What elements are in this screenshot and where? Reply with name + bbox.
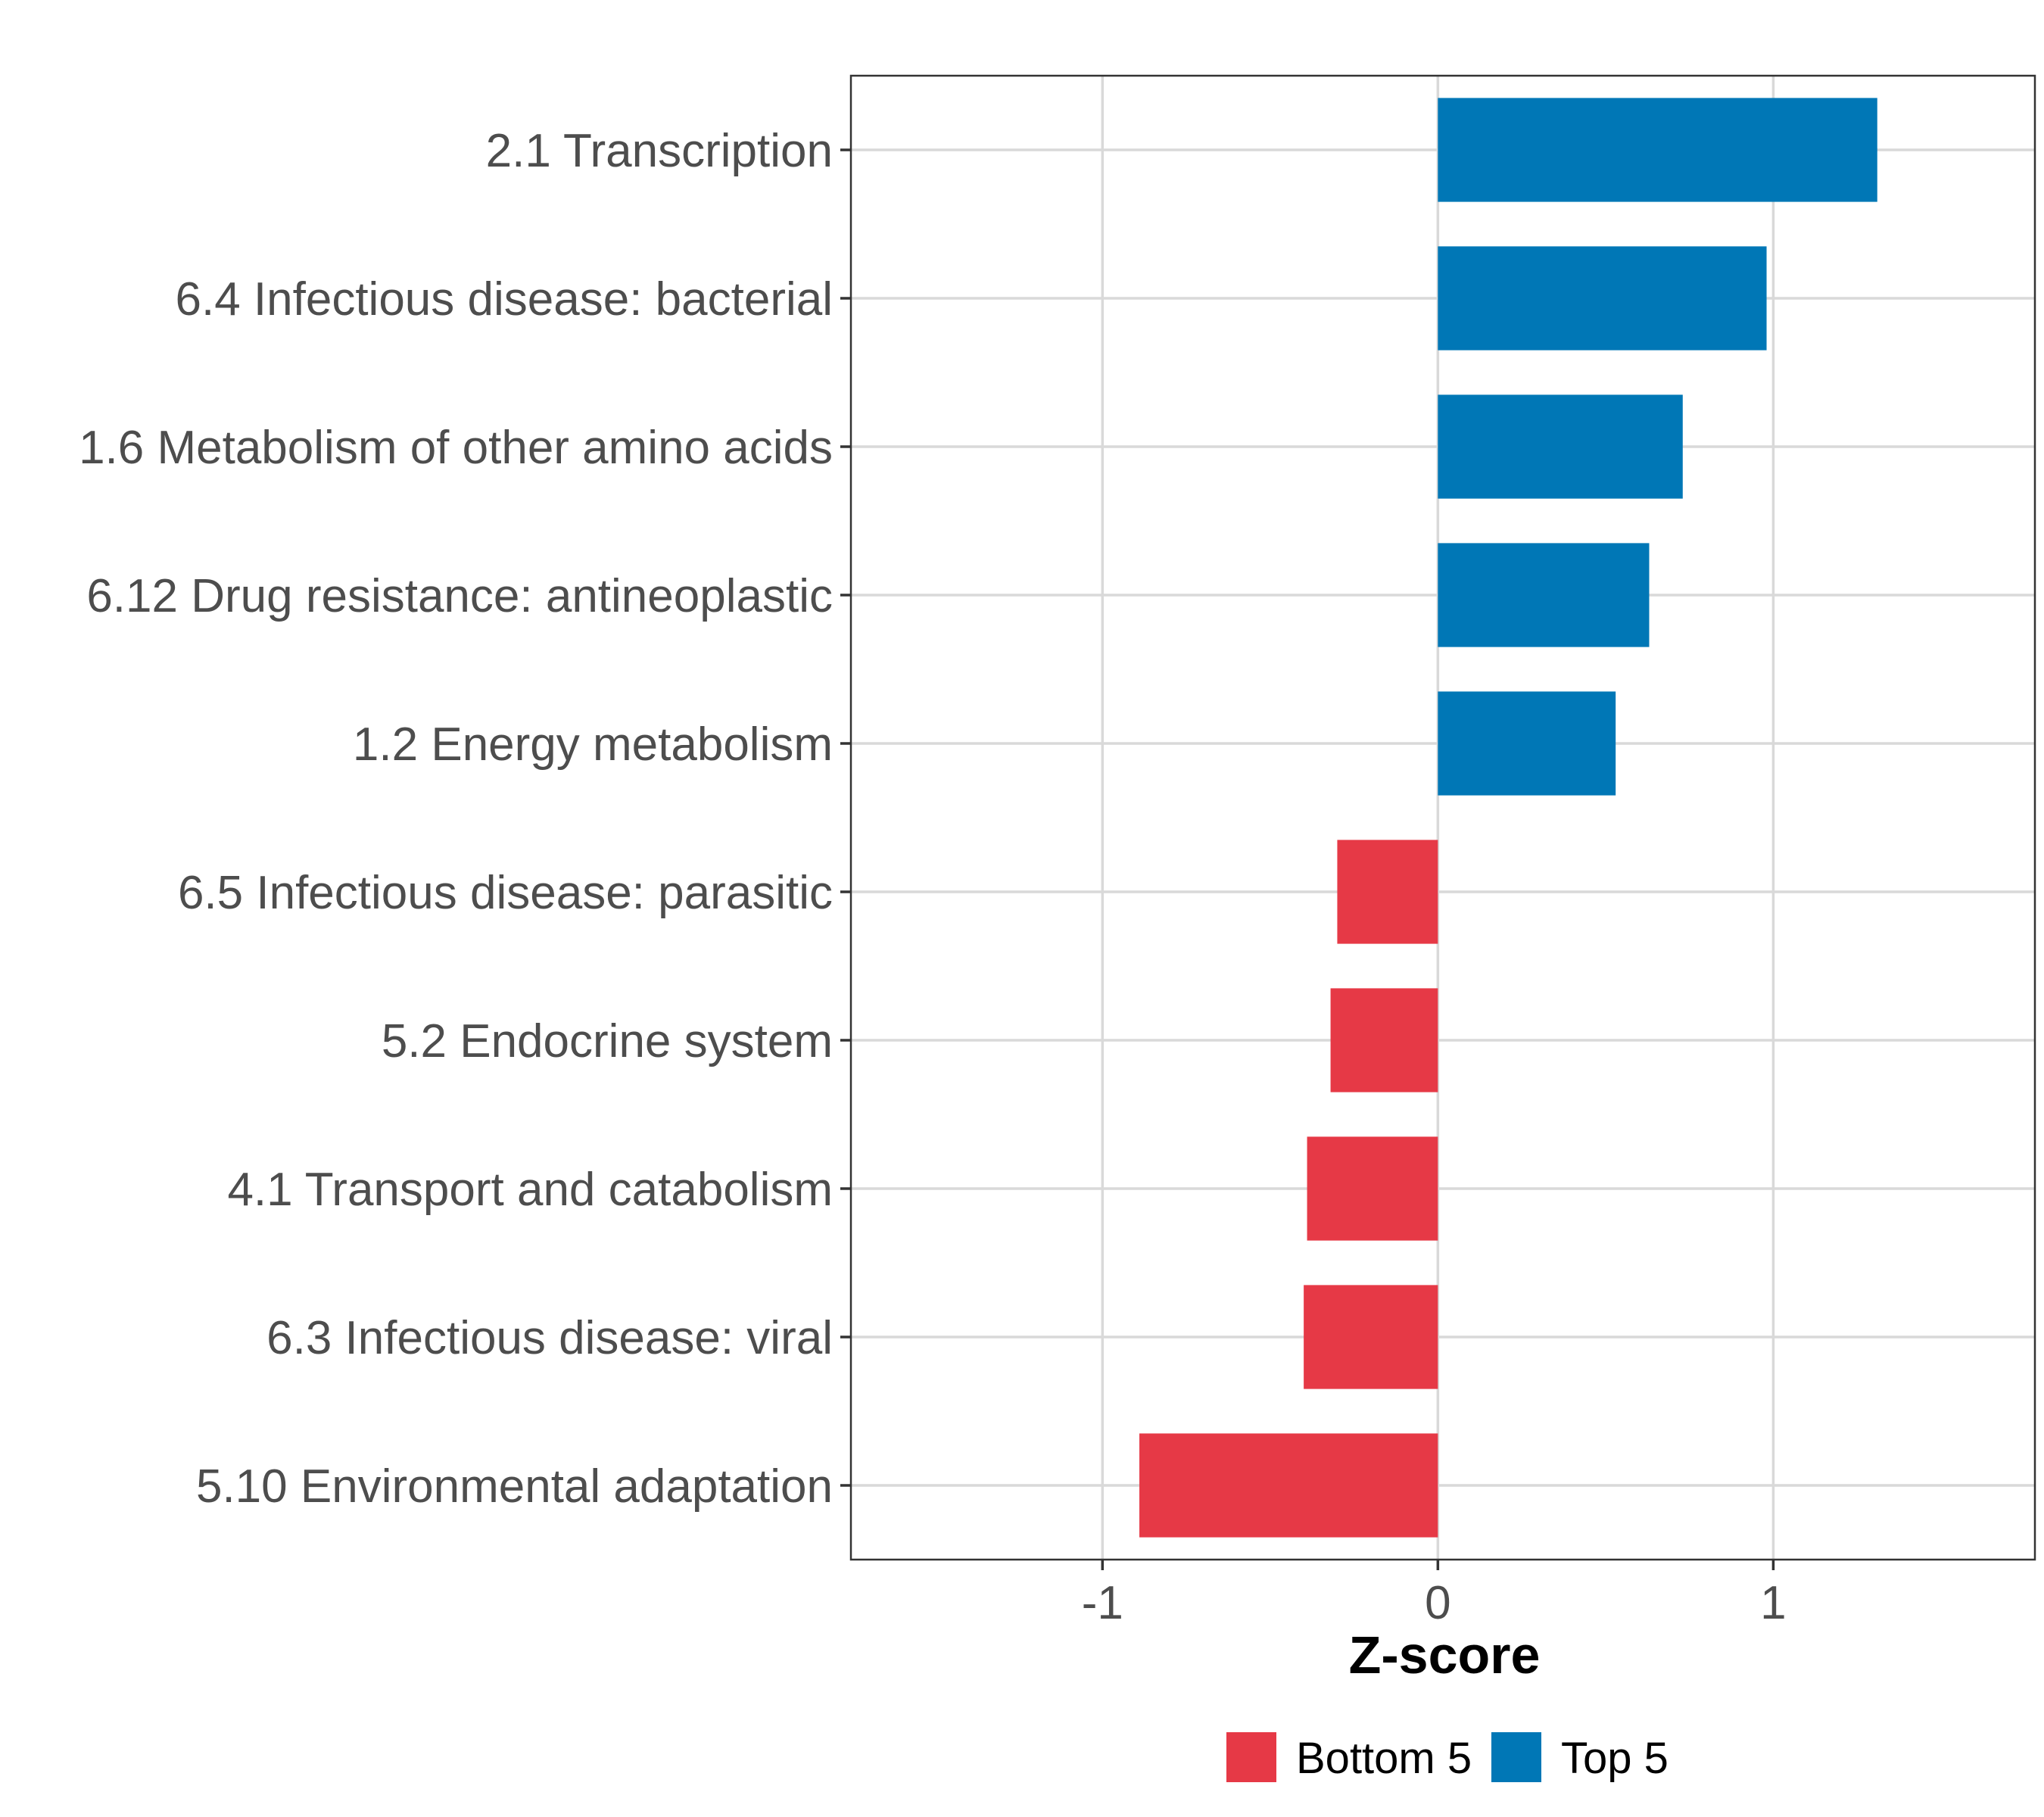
plot-panel [849, 74, 2036, 1561]
legend-swatch [1491, 1732, 1541, 1782]
y-tick-label: 6.12 Drug resistance: antineoplastic [86, 570, 833, 622]
y-tick-label: 5.10 Environmental adaptation [196, 1460, 833, 1513]
bar [1438, 98, 1877, 202]
bar [1304, 1285, 1438, 1389]
x-tick-label: 0 [1425, 1577, 1450, 1629]
y-tick-label: 6.4 Infectious disease: bacterial [175, 273, 833, 326]
legend: Bottom 5 Top 5 [1226, 1732, 1669, 1783]
bar [1139, 1433, 1438, 1538]
y-axis: 2.1 Transcription 6.4 Infectious disease:… [79, 125, 851, 1513]
y-tick-label: 1.6 Metabolism of other amino acids [79, 422, 833, 474]
bar [1438, 543, 1650, 647]
bar [1438, 691, 1616, 796]
y-tick-label: 6.5 Infectious disease: parasitic [178, 867, 833, 919]
x-axis: -1 0 1 [1082, 1560, 1787, 1629]
legend-swatch [1226, 1732, 1276, 1782]
bar [1438, 246, 1767, 351]
y-tick-label: 4.1 Transport and catabolism [227, 1164, 833, 1216]
legend-label: Bottom 5 [1296, 1734, 1472, 1783]
y-tick-label: 5.2 Endocrine system [382, 1015, 833, 1067]
y-tick-label: 6.3 Infectious disease: viral [266, 1312, 833, 1364]
y-tick-label: 1.2 Energy metabolism [353, 718, 833, 771]
x-axis-title: Z-score [1349, 1625, 1541, 1685]
bar [1438, 394, 1683, 499]
x-tick-label: -1 [1082, 1577, 1123, 1629]
x-tick-label: 1 [1760, 1577, 1786, 1629]
bar [1337, 840, 1438, 944]
y-tick-label: 2.1 Transcription [486, 125, 833, 177]
bar [1307, 1136, 1438, 1241]
legend-label: Top 5 [1561, 1734, 1669, 1783]
bar [1330, 988, 1438, 1092]
bars [1139, 98, 1877, 1538]
